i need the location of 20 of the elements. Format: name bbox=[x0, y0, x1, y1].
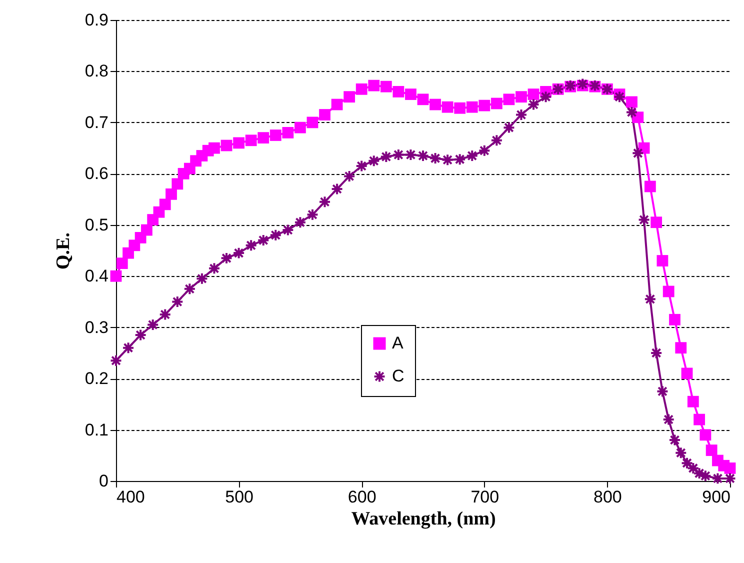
y-tick-label: 0.1 bbox=[84, 420, 108, 440]
x-tick-label: 900 bbox=[702, 488, 730, 506]
x-tick-label: 700 bbox=[470, 488, 500, 506]
y-tick-label: 0 bbox=[99, 472, 108, 490]
y-axis-title: Q.E. bbox=[52, 232, 74, 270]
y-tick-label: 0.5 bbox=[84, 215, 108, 234]
legend-label: A bbox=[392, 334, 404, 352]
y-tick-label: 0.6 bbox=[84, 164, 108, 184]
x-tick-label: 600 bbox=[348, 488, 376, 506]
y-tick-label: 0.4 bbox=[84, 266, 108, 286]
x-tick-label: 500 bbox=[225, 488, 254, 506]
y-tick-label: 0.3 bbox=[84, 318, 108, 337]
legend-label: C bbox=[392, 366, 404, 386]
y-tick-label: 0.2 bbox=[84, 369, 108, 388]
y-tick-label: 0.8 bbox=[84, 62, 108, 81]
x-tick-label: 800 bbox=[594, 488, 622, 506]
x-tick-label: 400 bbox=[116, 488, 145, 506]
y-tick-label: 0.9 bbox=[84, 10, 108, 30]
x-axis-title: Wavelength, (nm) bbox=[351, 508, 496, 530]
y-tick-label: 0.7 bbox=[84, 112, 108, 132]
